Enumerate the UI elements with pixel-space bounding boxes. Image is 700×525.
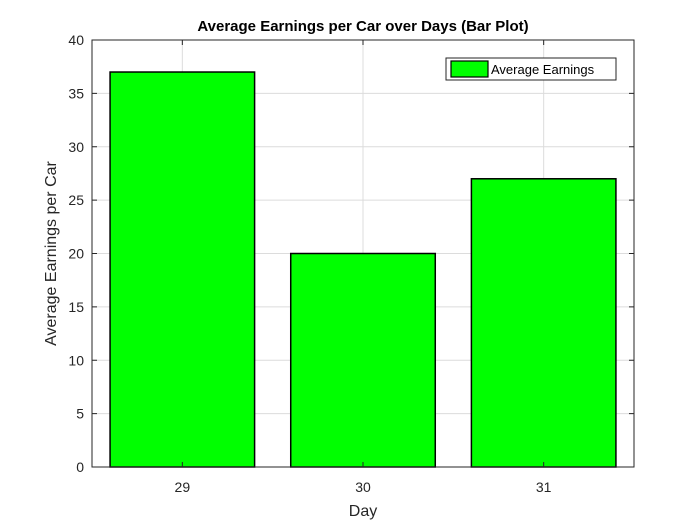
y-tick-label: 30 — [68, 139, 84, 155]
legend: Average Earnings — [445, 57, 617, 81]
x-tick-label: 29 — [175, 479, 191, 495]
axis-ticks: 0 5 10 15 20 25 30 35 40 29 30 31 — [68, 32, 634, 495]
y-tick-label: 10 — [68, 352, 84, 368]
y-tick-label: 20 — [68, 246, 84, 262]
y-tick-label: 40 — [68, 32, 84, 48]
x-tick-label: 30 — [355, 479, 371, 495]
y-tick-label: 0 — [76, 459, 84, 475]
y-tick-label: 15 — [68, 299, 84, 315]
y-tick-label: 35 — [68, 85, 84, 101]
bars — [109, 71, 617, 468]
x-axis-label: Day — [349, 503, 377, 520]
chart-title: Average Earnings per Car over Days (Bar … — [197, 18, 528, 35]
legend-label: Average Earnings — [491, 62, 595, 77]
bar-30 — [289, 252, 437, 468]
y-axis-label: Average Earnings per Car — [43, 160, 60, 345]
y-tick-label: 5 — [76, 406, 84, 422]
x-tick-label: 31 — [536, 479, 552, 495]
bar-29 — [109, 71, 256, 468]
y-tick-label: 25 — [68, 192, 84, 208]
legend-swatch — [450, 60, 489, 78]
bar-31 — [470, 178, 617, 468]
